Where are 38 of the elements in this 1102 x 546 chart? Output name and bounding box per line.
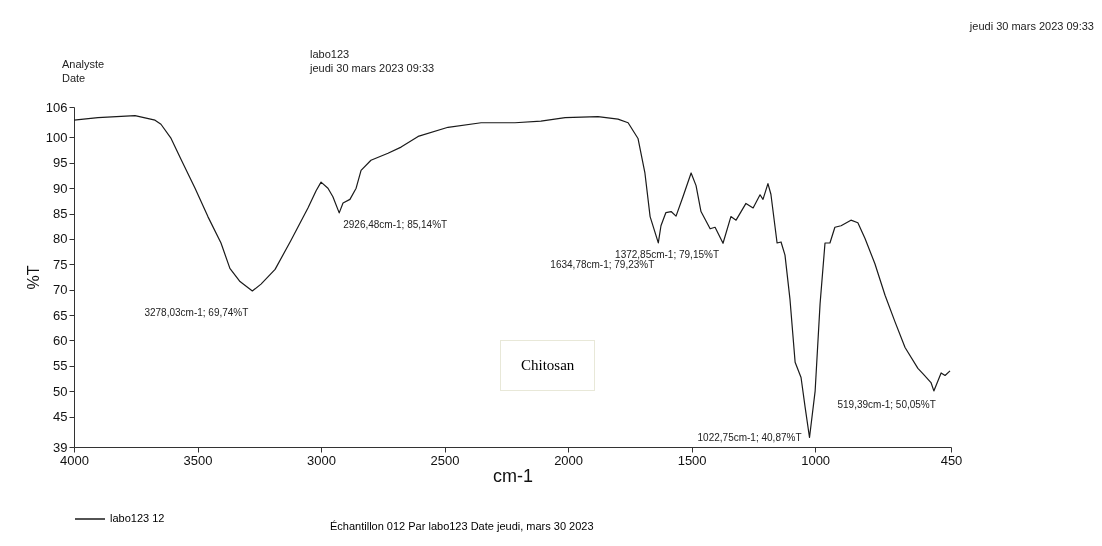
y-tick-label: 75 bbox=[53, 256, 68, 272]
annotation: 1372,85cm-1; 79,15%T bbox=[615, 249, 720, 261]
x-tick-label: 450 bbox=[940, 452, 963, 468]
y-tick-label: 50 bbox=[53, 383, 68, 399]
annotation: 3278,03cm-1; 69,74%T bbox=[144, 307, 249, 319]
text: labo123 bbox=[310, 48, 350, 60]
y-tick-label: 70 bbox=[53, 282, 68, 298]
text: jeudi 30 mars 2023 09:33 bbox=[310, 62, 435, 74]
y-tick-label: 45 bbox=[53, 409, 68, 425]
annotation: 1022,75cm-1; 40,87%T bbox=[697, 431, 802, 443]
annotation: 1634,78cm-1; 79,23%T bbox=[550, 258, 655, 270]
x-tick-label: 3000 bbox=[307, 452, 336, 468]
x-tick-label: 2000 bbox=[554, 452, 584, 468]
annotation: 519,39cm-1; 50,05%T bbox=[837, 398, 936, 410]
x-tick-label: 4000 bbox=[60, 452, 89, 468]
y-tick-label: 55 bbox=[53, 358, 68, 374]
x-tick-label: 2500 bbox=[430, 452, 460, 468]
y-tick-label: 95 bbox=[53, 155, 68, 171]
x-tick-label: 3500 bbox=[183, 452, 213, 468]
legend-label: labo123 12 bbox=[110, 512, 165, 524]
x-axis-title: cm-1 bbox=[493, 465, 533, 486]
x-tick-label: 1000 bbox=[801, 452, 831, 468]
x-tick-label: 1500 bbox=[677, 452, 707, 468]
y-tick-label: 65 bbox=[53, 307, 68, 323]
annotation: 2926,48cm-1; 85,14%T bbox=[343, 218, 448, 230]
y-tick-label: 106 bbox=[45, 99, 68, 115]
y-tick-label: 60 bbox=[53, 332, 68, 348]
y-tick-label: 100 bbox=[45, 129, 68, 145]
y-tick-label: 90 bbox=[53, 180, 68, 196]
y-axis-title: %T bbox=[24, 265, 42, 290]
text: Analyste bbox=[62, 58, 105, 70]
y-tick-label: 39 bbox=[53, 439, 68, 455]
y-tick-label: 80 bbox=[53, 231, 68, 247]
text: Échantillon 012 Par labo123 Date jeudi, mars 30 2023 bbox=[330, 520, 594, 532]
text: Date bbox=[62, 72, 86, 84]
annotation: Chitosan bbox=[500, 340, 596, 391]
text: jeudi 30 mars 2023 09:33 bbox=[969, 20, 1094, 32]
y-tick-label: 85 bbox=[53, 206, 68, 222]
